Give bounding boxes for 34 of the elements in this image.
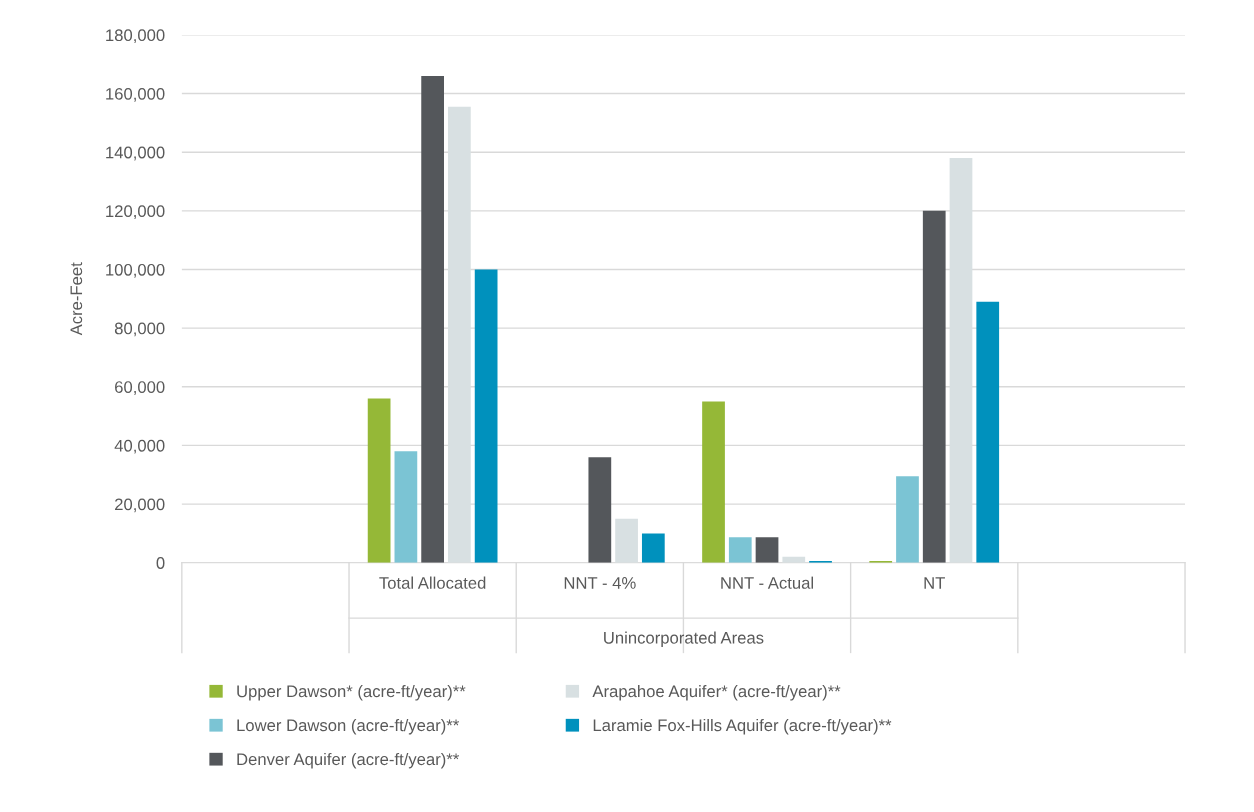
legend-label: Laramie Fox-Hills Aquifer (acre-ft/year)** [593,718,892,735]
legend-label: Arapahoe Aquifer* (acre-ft/year)** [592,684,841,701]
y-tick-label: 60,000 [115,381,165,395]
bar [922,210,946,563]
bar [474,269,498,563]
legend-label: Lower Dawson (acre-ft/year)** [237,718,459,735]
bar [615,518,638,563]
bar [588,457,612,563]
y-tick-label: 0 [156,557,165,569]
legend-label: Upper Dawson* (acre-ft/year)** [237,684,466,701]
bar [755,537,779,563]
bar [976,301,1000,563]
bar [367,398,391,563]
x-tick-label: NNT - Actual [721,576,814,589]
y-tick-label: 160,000 [106,87,165,102]
bar [641,533,665,563]
x-tick-label: Total Allocated [379,576,486,589]
y-tick-label: 120,000 [106,205,165,220]
bar [421,75,444,563]
y-axis-title: Acre-Feet [70,262,83,336]
x-tick-label: NNT - 4% [564,577,636,589]
bar [728,537,752,563]
x-axis-title: Unincorporated Areas [604,631,764,648]
bar [896,476,919,563]
y-tick-label: 20,000 [115,498,165,513]
legend-label: Denver Aquifer (acre-ft/year)** [237,752,460,769]
x-tick-label: NT [924,577,945,589]
y-tick-label: 100,000 [106,263,165,278]
bar [394,451,418,563]
y-tick-label: 80,000 [114,322,165,337]
y-tick-label: 40,000 [114,439,165,454]
y-tick-label: 180,000 [106,29,165,44]
bar [702,401,725,563]
y-tick-label: 140,000 [106,146,165,161]
